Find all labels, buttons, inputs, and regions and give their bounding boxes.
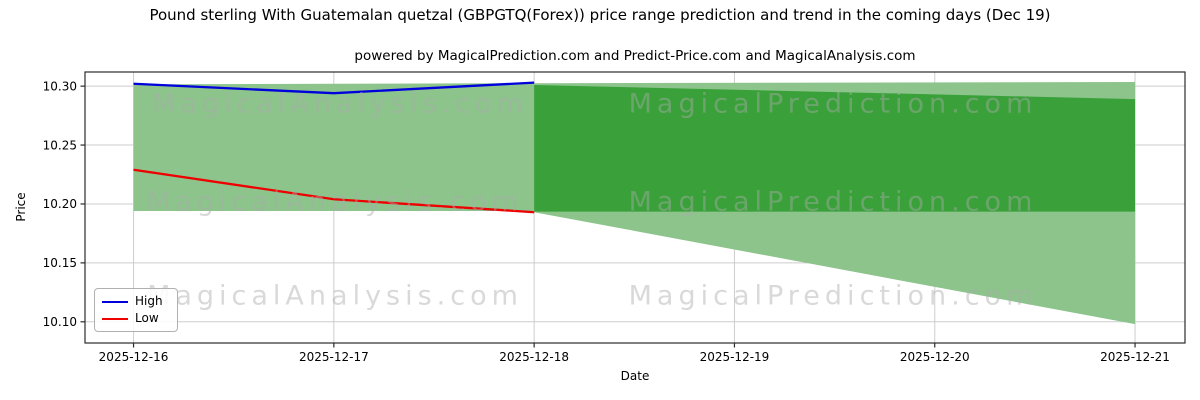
low-line-swatch <box>102 317 128 320</box>
y-tick-label: 10.20 <box>43 197 77 211</box>
legend-label-low: Low <box>135 311 159 325</box>
plot-border <box>84 71 1186 344</box>
high-line <box>133 81 535 95</box>
y-tick-label: 10.25 <box>43 138 77 152</box>
x-tick-label: 2025-12-18 <box>499 350 569 364</box>
y-axis-label: Price <box>14 192 28 222</box>
chart-title: Pound sterling With Guatemalan quetzal (… <box>149 6 1051 24</box>
high-line-swatch <box>102 300 128 303</box>
legend-item-high: High <box>102 294 170 309</box>
history-range-band <box>133 83 535 212</box>
y-tick-label: 10.15 <box>43 256 77 270</box>
x-tick-label: 2025-12-21 <box>1100 350 1170 364</box>
y-tick-label: 10.30 <box>43 79 77 93</box>
x-tick-label: 2025-12-20 <box>900 350 970 364</box>
x-tick-label: 2025-12-19 <box>700 350 770 364</box>
legend-item-low: Low <box>102 311 170 326</box>
legend-label-high: High <box>135 294 163 308</box>
legend: High Low <box>94 288 178 332</box>
y-tick-label: 10.10 <box>43 315 77 329</box>
x-tick-label: 2025-12-17 <box>299 350 369 364</box>
forecast-core-band <box>534 84 1136 212</box>
x-axis-label: Date <box>620 369 650 383</box>
low-line <box>133 168 535 214</box>
chart-subtitle: powered by MagicalPrediction.com and Pre… <box>354 48 916 64</box>
x-tick-label: 2025-12-16 <box>99 350 169 364</box>
